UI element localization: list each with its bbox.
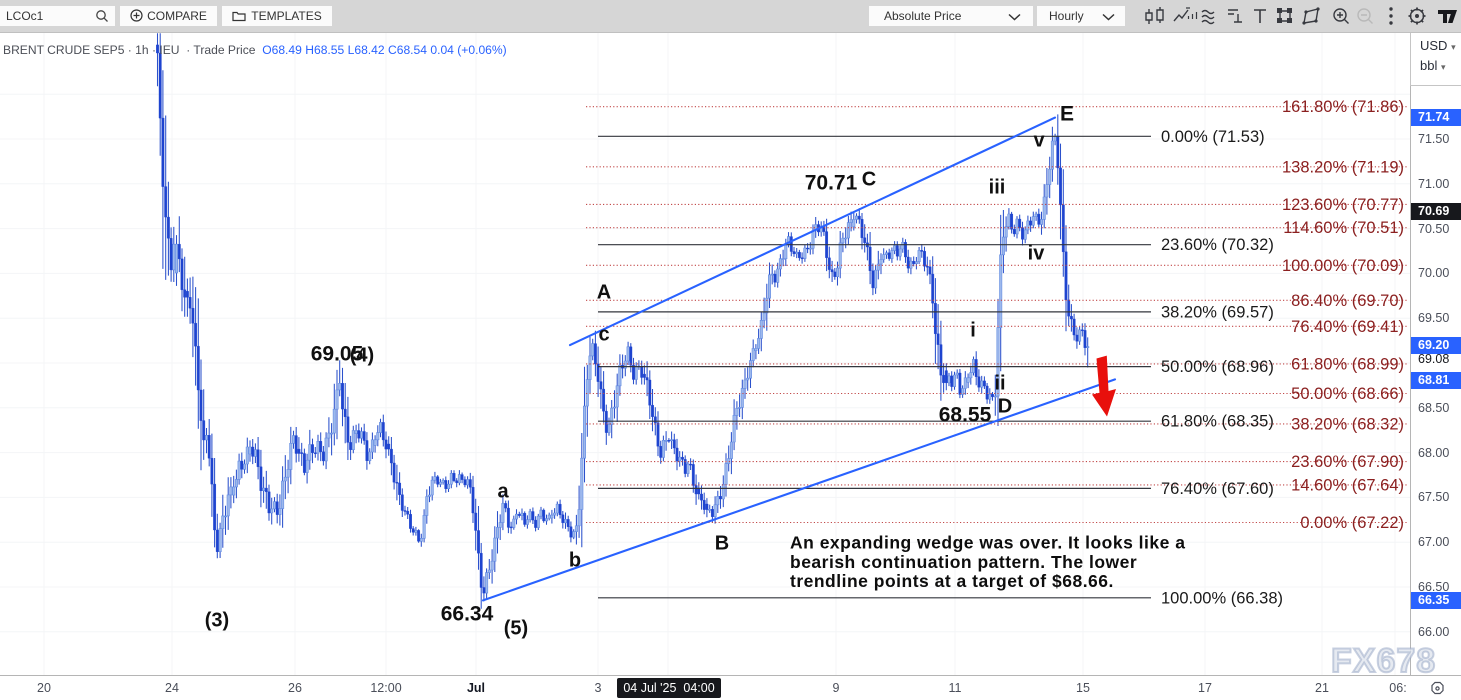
svg-text:76.40% (67.60): 76.40% (67.60) [1161,480,1274,498]
svg-text:14.60% (67.64): 14.60% (67.64) [1291,476,1404,494]
svg-text:50.00% (68.96): 50.00% (68.96) [1161,358,1274,376]
svg-text:E: E [1060,103,1074,126]
svg-text:23.60% (70.32): 23.60% (70.32) [1161,236,1274,254]
svg-text:i: i [970,320,976,342]
svg-text:38.20% (69.57): 38.20% (69.57) [1161,303,1274,321]
svg-text:76.40% (69.41): 76.40% (69.41) [1291,318,1404,336]
svg-text:68.55: 68.55 [939,404,992,427]
svg-text:A: A [597,282,611,304]
svg-text:B: B [715,533,729,555]
svg-text:70.71: 70.71 [805,172,858,195]
svg-text:86.40% (69.70): 86.40% (69.70) [1291,292,1404,310]
svg-text:69.05: 69.05 [311,343,364,366]
svg-text:iii: iii [989,177,1006,199]
svg-text:(3): (3) [205,610,229,632]
svg-text:An expanding wedge was over. I: An expanding wedge was over. It looks li… [790,533,1185,553]
svg-text:100.00% (66.38): 100.00% (66.38) [1161,589,1283,607]
svg-text:0.00% (71.53): 0.00% (71.53) [1161,128,1265,146]
svg-text:iv: iv [1028,243,1046,265]
svg-text:bearish continuation pattern.: bearish continuation pattern. The lower [790,552,1137,572]
svg-text:(4): (4) [350,345,374,367]
svg-text:61.80% (68.99): 61.80% (68.99) [1291,355,1404,373]
svg-text:D: D [998,396,1012,418]
svg-text:50.00% (68.66): 50.00% (68.66) [1291,385,1404,403]
svg-text:a: a [497,481,509,503]
svg-text:38.20% (68.32): 38.20% (68.32) [1291,415,1404,433]
svg-text:161.80% (71.86): 161.80% (71.86) [1282,98,1404,116]
svg-text:trendline points at a target o: trendline points at a target of $68.66. [790,571,1114,591]
svg-text:123.60% (70.77): 123.60% (70.77) [1282,196,1404,214]
svg-text:b: b [569,550,581,572]
svg-text:v: v [1033,130,1045,152]
svg-text:C: C [862,169,876,191]
svg-text:61.80% (68.35): 61.80% (68.35) [1161,413,1274,431]
svg-text:23.60% (67.90): 23.60% (67.90) [1291,453,1404,471]
svg-text:100.00% (70.09): 100.00% (70.09) [1282,257,1404,275]
svg-text:114.60% (70.51): 114.60% (70.51) [1283,219,1404,237]
svg-text:66.34: 66.34 [441,603,494,626]
svg-text:c: c [598,324,609,346]
svg-text:(5): (5) [504,618,528,640]
svg-text:138.20% (71.19): 138.20% (71.19) [1282,158,1404,176]
svg-text:ii: ii [994,373,1005,395]
svg-text:0.00% (67.22): 0.00% (67.22) [1300,514,1404,532]
